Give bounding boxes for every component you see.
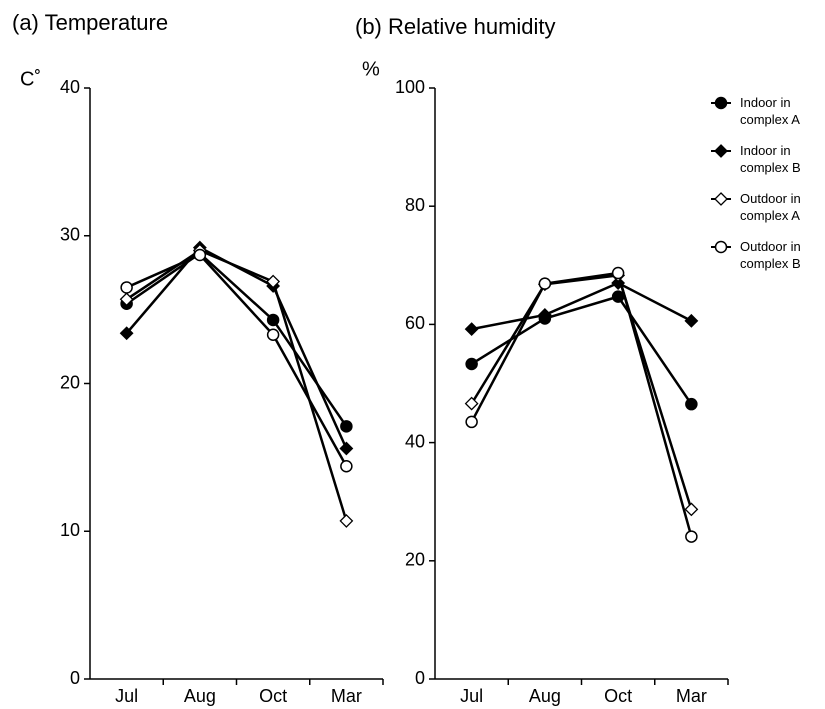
marker [685, 530, 698, 543]
marker [538, 277, 552, 290]
series-line [125, 249, 348, 522]
y-axis-label: % [362, 58, 380, 80]
marker [714, 240, 728, 254]
x-tick-label: Aug [529, 686, 561, 706]
marker [266, 274, 281, 289]
x-tick-label: Aug [184, 686, 216, 706]
series-line [471, 281, 692, 331]
y-tick-label: 60 [405, 313, 425, 333]
marker [193, 248, 207, 262]
x-tick-label: Oct [259, 686, 287, 706]
marker [465, 357, 478, 371]
y-tick-label: 0 [70, 668, 80, 688]
y-tick-label: 40 [60, 77, 80, 97]
y-axis-label: C˚ [20, 68, 41, 90]
y-tick-label: 30 [60, 225, 80, 245]
legend-label: Outdoor in complex A [740, 191, 801, 223]
y-tick-label: 10 [60, 520, 80, 540]
series-line [470, 273, 693, 510]
marker [714, 192, 728, 206]
series-line [470, 295, 693, 405]
y-tick-label: 80 [405, 195, 425, 215]
chart-title: (b) Relative humidity [355, 14, 556, 39]
marker [611, 266, 625, 280]
series-line [470, 271, 693, 537]
x-tick-label: Jul [115, 686, 138, 706]
x-tick-label: Mar [676, 686, 707, 706]
x-tick-label: Jul [460, 686, 483, 706]
marker [464, 322, 479, 337]
marker [120, 281, 133, 294]
y-tick-label: 0 [415, 668, 425, 688]
marker [685, 397, 698, 411]
marker [464, 396, 479, 411]
marker [119, 292, 134, 307]
marker [714, 96, 728, 110]
marker [684, 313, 699, 328]
legend-label: Indoor in complex A [740, 95, 800, 127]
series-line [126, 253, 348, 467]
x-tick-label: Mar [331, 686, 362, 706]
marker [611, 276, 626, 290]
marker [266, 313, 280, 327]
legend-label: Indoor in complex B [740, 143, 801, 175]
marker [684, 502, 699, 517]
marker [340, 459, 353, 473]
y-tick-label: 100 [395, 77, 425, 97]
marker [266, 328, 280, 341]
series-line [125, 251, 348, 428]
marker [714, 144, 728, 158]
marker [465, 415, 478, 429]
y-tick-label: 40 [405, 431, 425, 451]
x-tick-label: Oct [604, 686, 632, 706]
marker [119, 326, 134, 341]
y-tick-label: 20 [405, 550, 425, 570]
marker [537, 308, 552, 322]
marker [339, 441, 354, 456]
marker [340, 420, 353, 433]
chart-title: (a) Temperature [12, 10, 168, 35]
y-tick-label: 20 [60, 372, 80, 392]
marker [611, 290, 625, 303]
marker [339, 513, 354, 528]
legend-label: Outdoor in complex B [740, 239, 801, 271]
